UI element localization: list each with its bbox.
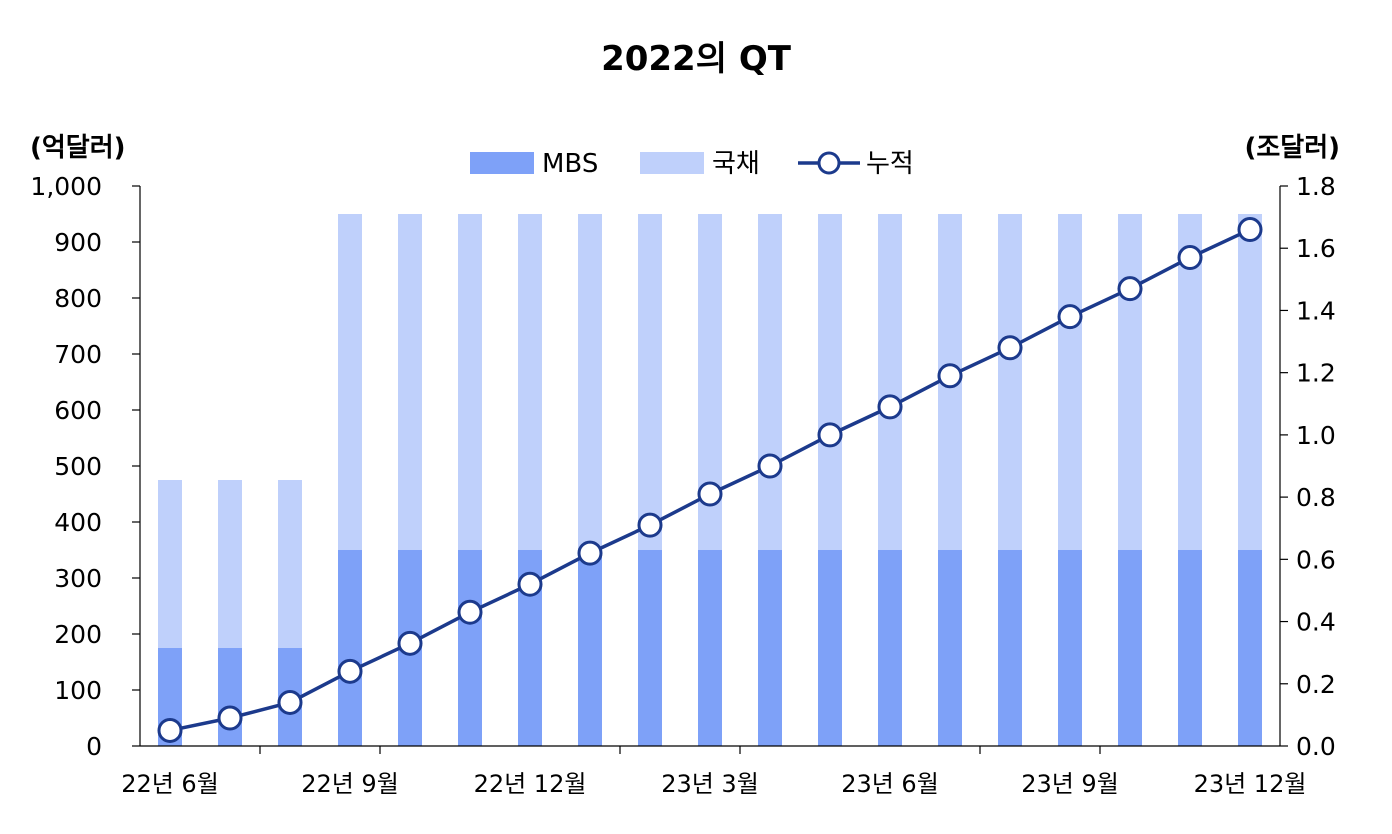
x-tick-label: 22년 9월 bbox=[301, 770, 399, 798]
bar-mbs bbox=[758, 550, 782, 746]
bar-treasury bbox=[1238, 214, 1262, 550]
bar-treasury bbox=[758, 214, 782, 550]
cumulative-point bbox=[637, 512, 663, 538]
left-tick-label: 0 bbox=[86, 732, 102, 761]
bar-mbs bbox=[338, 550, 362, 746]
cumulative-point bbox=[757, 453, 783, 479]
cumulative-point bbox=[1177, 245, 1203, 271]
bar-treasury bbox=[878, 214, 902, 550]
left-tick-label: 900 bbox=[54, 228, 102, 257]
bar-treasury bbox=[518, 214, 542, 550]
cumulative-point bbox=[1237, 217, 1263, 243]
bar-mbs bbox=[218, 648, 242, 746]
cumulative-point bbox=[937, 363, 963, 389]
cumulative-point bbox=[157, 717, 183, 743]
chart-title: 2022의 QT bbox=[601, 39, 792, 79]
cumulative-point bbox=[457, 599, 483, 625]
cumulative-point bbox=[1057, 304, 1083, 330]
left-tick-label: 400 bbox=[54, 508, 102, 537]
right-tick-label: 1.6 bbox=[1296, 234, 1336, 263]
left-tick-label: 300 bbox=[54, 564, 102, 593]
right-tick-label: 0.2 bbox=[1296, 670, 1336, 699]
legend-label-cumulative: 누적 bbox=[866, 149, 914, 179]
bar-mbs bbox=[638, 550, 662, 746]
bar-treasury bbox=[398, 214, 422, 550]
cumulative-point bbox=[337, 658, 363, 684]
right-tick-label: 1.0 bbox=[1296, 421, 1336, 450]
x-tick-label: 23년 12월 bbox=[1194, 770, 1307, 798]
bar-mbs bbox=[818, 550, 842, 746]
cumulative-point bbox=[397, 630, 423, 656]
bar-mbs bbox=[1118, 550, 1142, 746]
left-tick-label: 200 bbox=[54, 620, 102, 649]
cumulative-point bbox=[997, 335, 1023, 361]
right-tick-label: 0.4 bbox=[1296, 608, 1336, 637]
x-tick-label: 23년 9월 bbox=[1021, 770, 1119, 798]
bar-mbs bbox=[458, 550, 482, 746]
bar-treasury bbox=[1118, 214, 1142, 550]
left-axis-unit-label: (억달러) bbox=[30, 133, 126, 163]
cumulative-point bbox=[577, 540, 603, 566]
bar-mbs bbox=[998, 550, 1022, 746]
plot-area: 0 100 200 300 400 500 600 700 800 900 1,000 0.0 0.2 0… bbox=[30, 172, 1335, 798]
cumulative-point bbox=[517, 571, 543, 597]
legend-marker-cumulative bbox=[817, 151, 841, 175]
left-tick-label: 500 bbox=[54, 452, 102, 481]
legend-label-treasury: 국채 bbox=[712, 149, 760, 179]
cumulative-point bbox=[217, 705, 243, 731]
cumulative-point bbox=[817, 422, 843, 448]
cumulative-point bbox=[277, 689, 303, 715]
x-tick-label: 23년 6월 bbox=[841, 770, 939, 798]
cumulative-point bbox=[877, 394, 903, 420]
left-tick-label: 100 bbox=[54, 676, 102, 705]
cumulative-point bbox=[697, 481, 723, 507]
right-tick-label: 1.4 bbox=[1296, 296, 1336, 325]
bar-treasury bbox=[1058, 214, 1082, 550]
legend-swatch-mbs bbox=[470, 152, 534, 174]
legend-label-mbs: MBS bbox=[542, 149, 598, 179]
bar-treasury bbox=[278, 480, 302, 648]
right-tick-label: 1.2 bbox=[1296, 359, 1336, 388]
bar-mbs bbox=[1178, 550, 1202, 746]
right-tick-label: 0.0 bbox=[1296, 732, 1336, 761]
cumulative-point bbox=[1117, 276, 1143, 302]
bar-mbs bbox=[878, 550, 902, 746]
bar-treasury bbox=[578, 214, 602, 550]
x-tick-label: 22년 12월 bbox=[474, 770, 587, 798]
bar-treasury bbox=[338, 214, 362, 550]
bar-treasury bbox=[458, 214, 482, 550]
left-tick-label: 800 bbox=[54, 284, 102, 313]
legend-swatch-treasury bbox=[640, 152, 704, 174]
legend: MBS 국채 누적 bbox=[470, 149, 914, 179]
bar-mbs bbox=[938, 550, 962, 746]
right-tick-label: 1.8 bbox=[1296, 172, 1336, 201]
left-tick-label: 600 bbox=[54, 396, 102, 425]
bar-treasury bbox=[998, 214, 1022, 550]
bar-treasury bbox=[218, 480, 242, 648]
bar-mbs bbox=[578, 550, 602, 746]
bar-mbs bbox=[1058, 550, 1082, 746]
x-tick-label: 22년 6월 bbox=[121, 770, 219, 798]
right-axis-unit-label: (조달러) bbox=[1244, 133, 1340, 163]
bar-treasury bbox=[638, 214, 662, 550]
right-tick-label: 0.6 bbox=[1296, 545, 1336, 574]
bar-mbs bbox=[698, 550, 722, 746]
left-tick-label: 1,000 bbox=[30, 172, 102, 201]
bar-mbs bbox=[1238, 550, 1262, 746]
bar-treasury bbox=[158, 480, 182, 648]
x-tick-label: 23년 3월 bbox=[661, 770, 759, 798]
bar-treasury bbox=[818, 214, 842, 550]
left-tick-label: 700 bbox=[54, 340, 102, 369]
right-tick-label: 0.8 bbox=[1296, 483, 1336, 512]
